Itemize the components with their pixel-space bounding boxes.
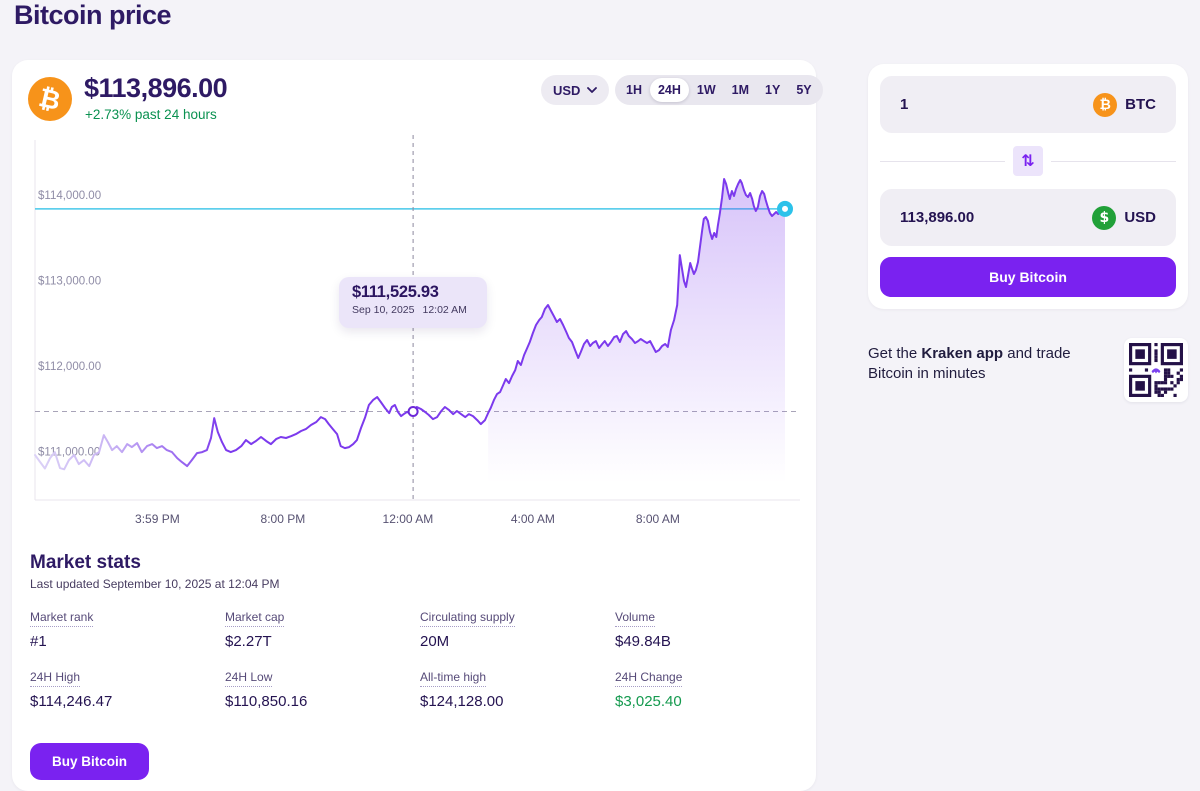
range-5y[interactable]: 5Y — [796, 83, 812, 97]
currency-selector[interactable]: USD — [541, 75, 610, 105]
market-stats-heading: Market stats — [30, 552, 141, 573]
fiat-amount-value: 113,896.00 — [900, 209, 975, 226]
crypto-currency-badge[interactable]: ₿ BTC — [1093, 92, 1156, 117]
swap-row: ⇅ — [880, 133, 1176, 189]
tooltip-price: $111,525.93 — [352, 283, 439, 301]
chevron-down-icon — [587, 87, 598, 93]
price-chart-card: ₿ $113,896.00 +2.73% past 24 hours USD 1… — [12, 60, 823, 791]
stat-volume: Volume $49.84B — [615, 610, 671, 650]
time-range-selector: 1H 24H 1W 1M 1Y 5Y — [615, 75, 823, 105]
dollar-icon: $ — [1092, 205, 1117, 230]
stat-24h-high: 24H High $114,246.47 — [30, 670, 113, 710]
svg-text:$111,000.00: $111,000.00 — [38, 447, 100, 459]
stat-all-time-high: All-time high $124,128.00 — [420, 670, 504, 710]
svg-text:12:00 AM: 12:00 AM — [383, 512, 434, 526]
currency-selector-value: USD — [553, 82, 581, 98]
stat-24h-low: 24H Low $110,850.16 — [225, 670, 308, 710]
svg-text:$113,000.00: $113,000.00 — [38, 276, 101, 288]
market-stats-last-updated: Last updated September 10, 2025 at 12:04… — [30, 577, 280, 591]
buy-bitcoin-button[interactable]: Buy Bitcoin — [30, 743, 150, 780]
buy-bitcoin-button-side[interactable]: Buy Bitcoin — [880, 257, 1176, 297]
range-24h[interactable]: 24H — [649, 78, 689, 102]
svg-text:$114,000.00: $114,000.00 — [38, 190, 101, 202]
fiat-amount-field[interactable]: 113,896.00 $ USD — [880, 189, 1176, 246]
market-stats-grid: Market rank #1 Market cap $2.27T Circulati… — [30, 608, 800, 710]
swap-arrows-icon: ⇅ — [1021, 151, 1035, 170]
tooltip-time: 12:02 AM — [422, 304, 467, 316]
sidebar: 1 ₿ BTC ⇅ 113,896.00 $ USD Buy Bitcoin G… — [868, 64, 1188, 402]
range-1m[interactable]: 1M — [731, 83, 750, 97]
svg-text:$112,000.00: $112,000.00 — [38, 361, 101, 373]
price-change-24h: +2.73% past 24 hours — [85, 107, 217, 122]
range-1h[interactable]: 1H — [626, 83, 642, 97]
tooltip-date: Sep 10, 2025 — [352, 304, 415, 316]
bitcoin-icon: ₿ — [1093, 92, 1118, 117]
stat-circulating-supply: Circulating supply 20M — [420, 610, 515, 650]
crypto-amount-field[interactable]: 1 ₿ BTC — [880, 76, 1176, 133]
price-chart[interactable]: $114,000.00 $113,000.00 $112,000.00 $111,00… — [30, 135, 804, 527]
page-title: Bitcoin price — [14, 0, 172, 30]
chart-tooltip: $111,525.93 Sep 10, 2025 12:02 AM — [339, 277, 487, 328]
stat-market-cap: Market cap $2.27T — [225, 610, 285, 650]
fiat-code: USD — [1124, 209, 1156, 226]
crypto-code: BTC — [1125, 96, 1156, 113]
stat-24h-change: 24H Change $3,025.40 — [615, 670, 683, 710]
svg-text:8:00 AM: 8:00 AM — [636, 512, 680, 526]
svg-text:4:00 AM: 4:00 AM — [511, 512, 555, 526]
svg-text:8:00 PM: 8:00 PM — [261, 512, 306, 526]
app-qr-code — [1124, 338, 1188, 402]
app-promo: Get the Kraken app and trade Bitcoin in … — [868, 338, 1188, 402]
current-price: $113,896.00 — [84, 73, 228, 103]
bitcoin-icon: ₿ — [28, 77, 72, 121]
price-chart-canvas[interactable]: $114,000.00 $113,000.00 $112,000.00 $111,00… — [30, 135, 804, 527]
svg-text:3:59 PM: 3:59 PM — [135, 512, 180, 526]
swap-currencies-button[interactable]: ⇅ — [1005, 138, 1051, 184]
kraken-app-label: Kraken app — [921, 345, 1004, 362]
range-1y[interactable]: 1Y — [765, 83, 781, 97]
fiat-currency-badge[interactable]: $ USD — [1092, 205, 1156, 230]
crypto-amount-value: 1 — [900, 96, 909, 113]
converter-card: 1 ₿ BTC ⇅ 113,896.00 $ USD Buy Bitcoin — [868, 64, 1188, 309]
range-1w[interactable]: 1W — [696, 83, 716, 97]
stat-market-rank: Market rank #1 — [30, 610, 94, 650]
